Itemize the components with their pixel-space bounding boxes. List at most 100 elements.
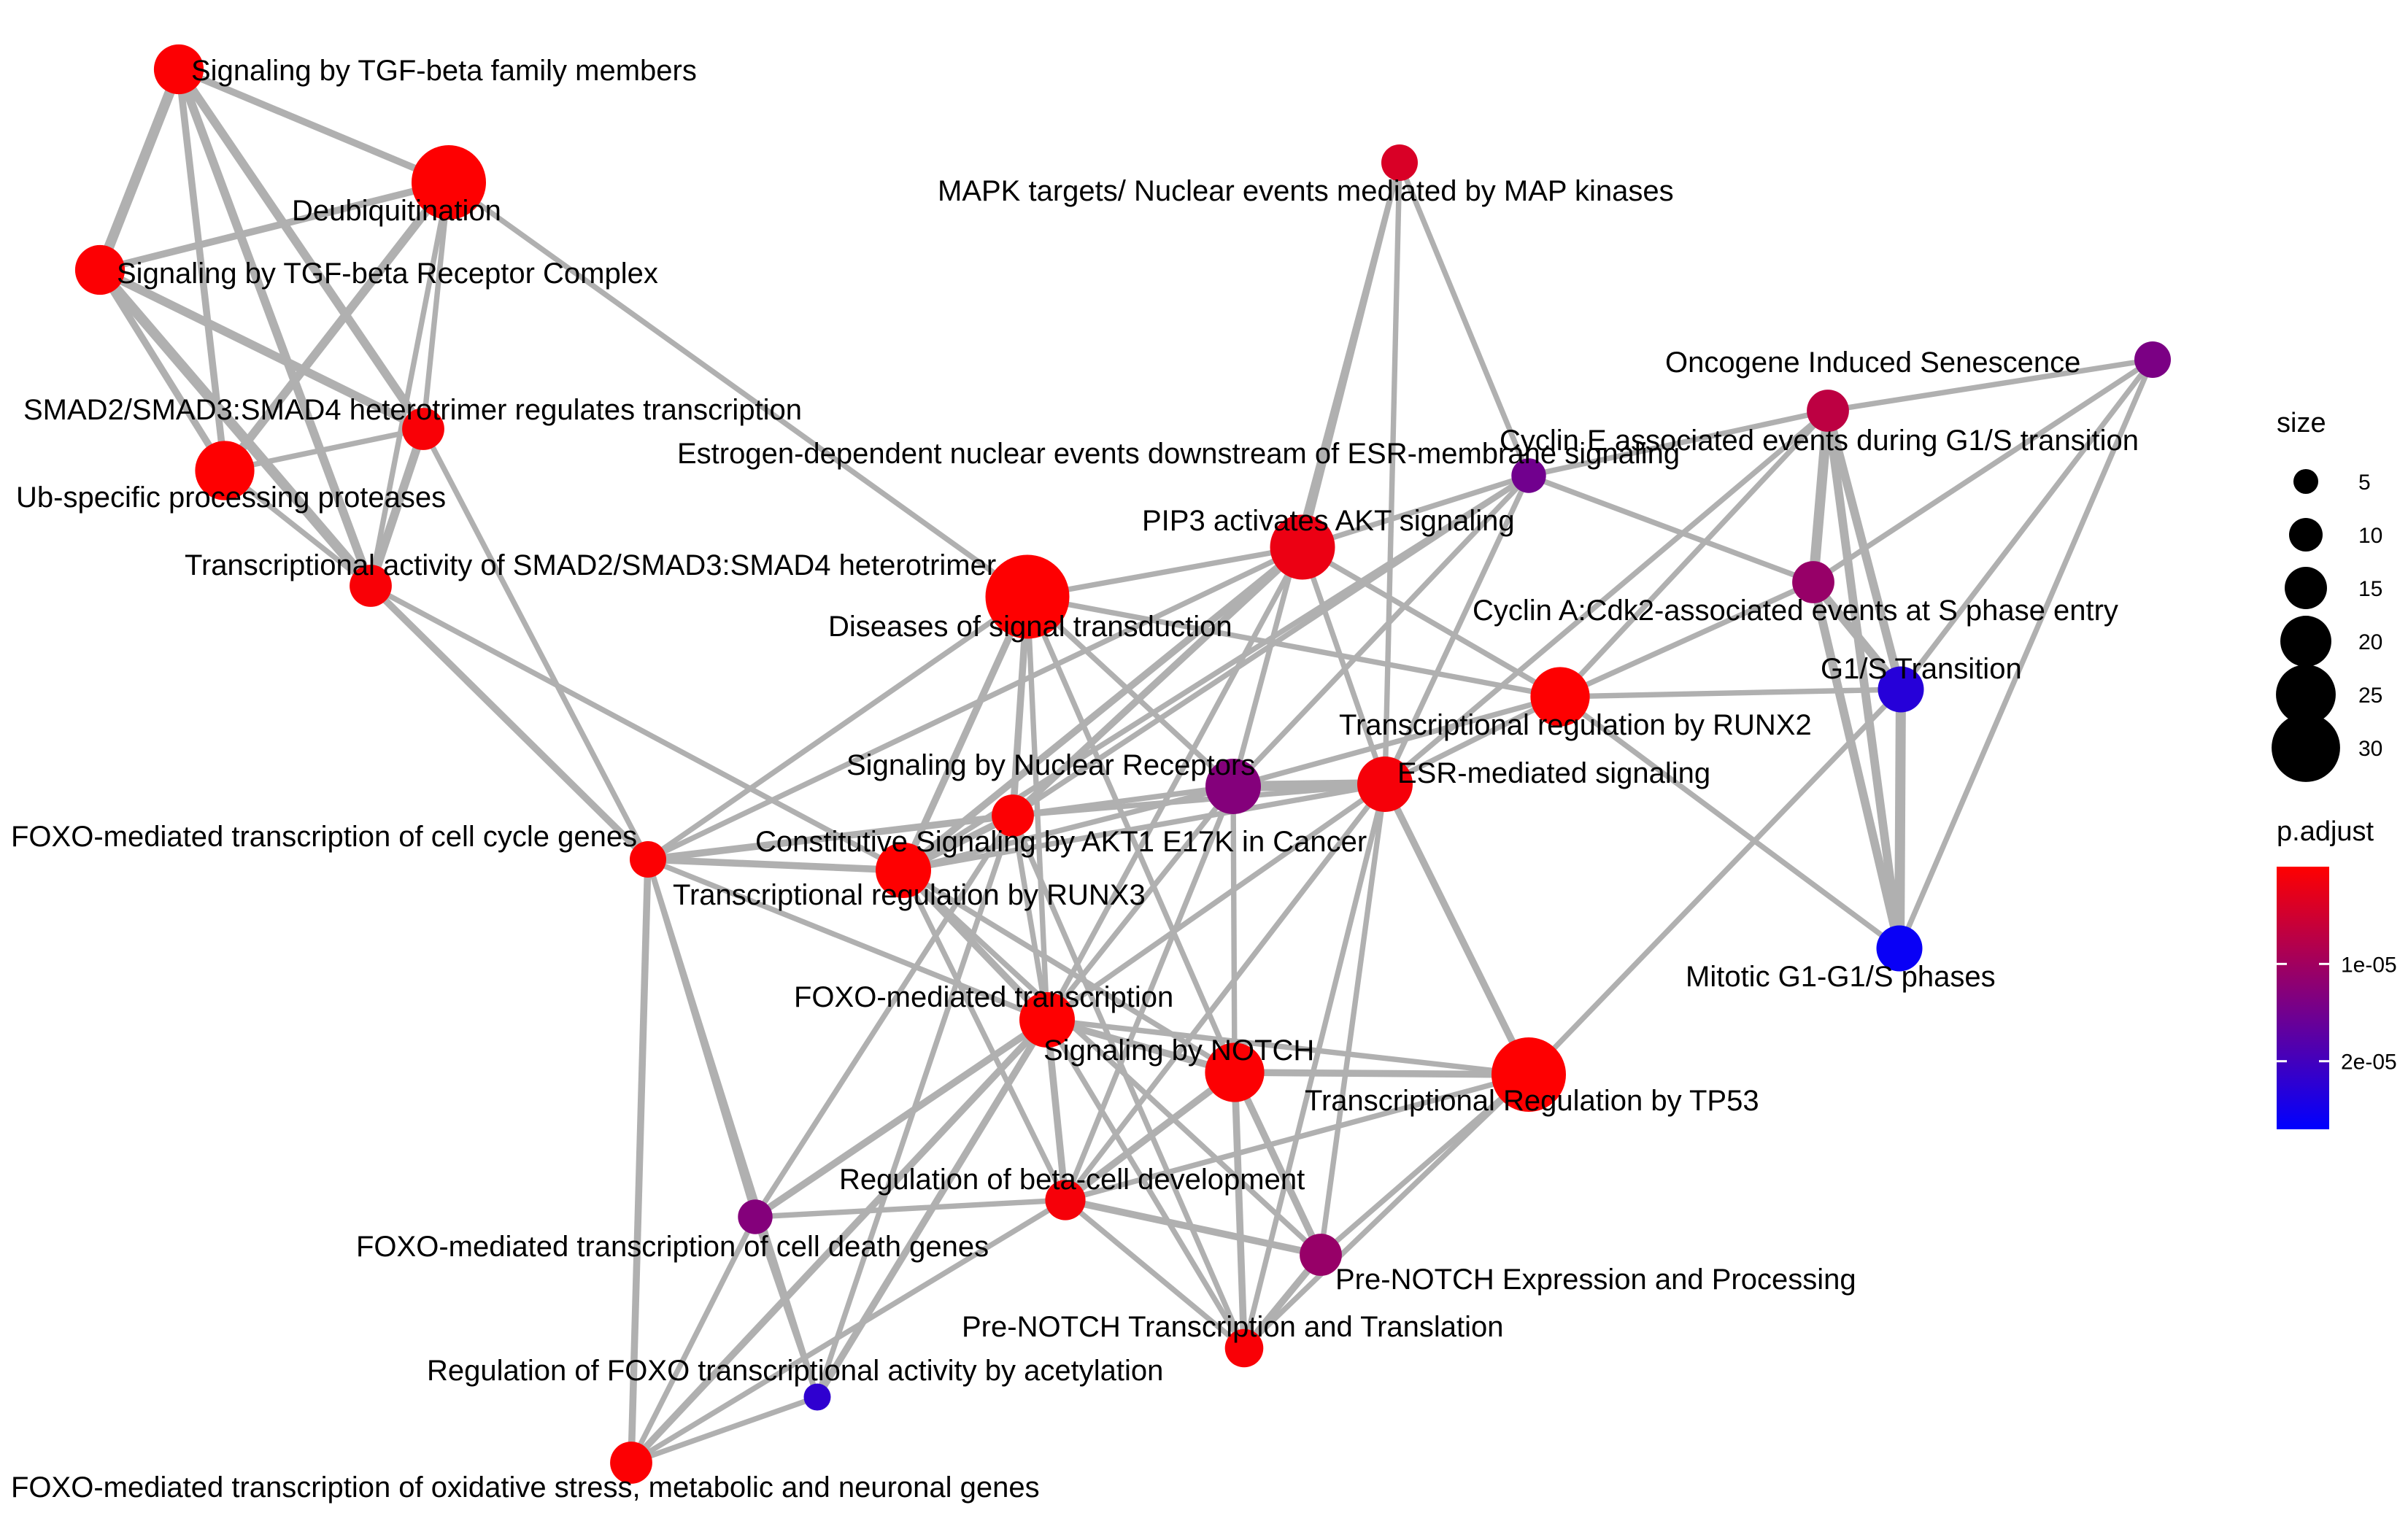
edge-pip3-foxo_cell_cycle [645,544,1305,862]
node-mitotic [1876,925,1923,972]
edge-beta_cell-foxo_death [752,1197,1068,1220]
node-notch [1205,1042,1265,1102]
edge-nuclear_receptors-foxo [1044,784,1236,1023]
edge-runx3-prenotch_expr [900,867,1324,1258]
size-legend-keys: 5 10 15 20 25 30 [2272,468,2382,782]
edge-beta_cell-foxo_oxidative [628,1197,1068,1466]
size-key-label: 5 [2358,471,2371,495]
edge-tp53-prenotch_trans [1241,1072,1532,1351]
edge-g1s-runx2 [1557,686,1904,700]
node-label-tgf_receptor: Signaling by TGF-beta Receptor Complex [117,258,658,290]
node-foxo_death [738,1199,773,1234]
node-runx2 [1530,667,1590,727]
color-legend-ticks: 1e-05 2e-05 [2277,953,2397,1075]
node-estrogen [1511,458,1546,493]
edge-pip3-esr [1300,544,1388,787]
node-oncogene [2134,341,2171,378]
size-key-label: 15 [2358,577,2382,601]
edge-esr-akt1 [1010,781,1388,819]
node-label-prenotch_trans: Pre-NOTCH Transcription and Translation [962,1311,1504,1343]
color-tick-label: 1e-05 [2341,953,2397,977]
edge-pip3-runx3 [900,543,1306,874]
edge-oncogene-cyclin_e [1825,357,2156,414]
edge-cyclin_a-g1s [1809,578,1905,694]
edge-diseases-nuclear_receptors [1024,594,1236,789]
color-tick-label: 2e-05 [2341,1051,2397,1075]
size-key-label: 10 [2358,524,2382,548]
node-tgf_family [153,44,204,95]
edge-smad_regulates-smad_activity [366,425,428,590]
node-label-notch: Signaling by NOTCH [1043,1034,1314,1067]
edge-mapk-estrogen [1397,160,1532,479]
node-tp53 [1492,1037,1566,1112]
node-label-foxo_cell_cycle: FOXO-mediated transcription of cell cycl… [11,821,637,853]
edge-mapk-nuclear_receptors [1230,160,1402,789]
edge-runx2-mitotic [1557,694,1902,951]
edge-beta_cell-prenotch_expr [1062,1196,1324,1258]
edge-beta_cell-prenotch_trans [1062,1197,1247,1351]
edge-smad_activity-runx3 [368,583,906,873]
edge-tgf_family-deubiq [175,66,452,186]
label-layer: Signaling by TGF-beta family members Deub… [11,55,2139,1504]
edge-akt1-foxo_cell_cycle [644,812,1016,863]
node-deubiq [412,145,486,220]
node-usp [195,441,255,500]
edge-mapk-esr [1382,160,1402,787]
node-label-foxo_oxidative: FOXO-mediated transcription of oxidative… [11,1471,1040,1504]
size-key-dot [2293,468,2319,495]
edge-oncogene-mitotic [1896,357,2156,951]
node-prenotch_expr [1300,1234,1342,1276]
edge-cyclin_a-mitotic [1809,578,1904,953]
node-label-akt1: Constitutive Signaling by AKT1 E17K in C… [755,826,1367,858]
edge-oncogene-cyclin_a [1810,357,2156,585]
node-cyclin_e [1807,390,1849,432]
node-label-oncogene: Oncogene Induced Senescence [1665,347,2080,379]
edge-cyclin_a-estrogen [1526,473,1816,585]
node-label-cyclin_a: Cyclin A:Cdk2-associated events at S pha… [1473,595,2118,627]
edge-layer [95,64,2156,1466]
node-g1s [1878,666,1924,713]
edge-notch-prenotch_expr [1231,1069,1324,1258]
node-diseases [985,554,1070,639]
edge-foxo_cell_cycle-runx3 [644,856,907,874]
node-runx3 [876,843,931,898]
edge-runx2-esr [1382,694,1563,787]
edge-deubiq-smad_regulates [420,179,452,432]
edge-esr-prenotch_expr [1318,781,1388,1258]
edge-foxo-tp53 [1044,1017,1532,1078]
node-smad_regulates [402,408,444,450]
edge-estrogen-nuclear_receptors [1230,473,1532,789]
node-nuclear_receptors [1205,759,1261,814]
edge-tgf_receptor-smad_regulates [96,266,428,433]
node-label-beta_cell: Regulation of beta-cell development [839,1164,1305,1196]
node-pip3 [1270,514,1335,580]
node-label-mapk: MAPK targets/ Nuclear events mediated by… [938,175,1674,207]
node-label-pip3: PIP3 activates AKT signaling [1142,505,1515,537]
node-foxo_cell_cycle [630,841,666,878]
node-akt1 [992,794,1034,837]
edge-esr-prenotch_trans [1241,781,1388,1351]
edge-g1s-mitotic [1894,684,1906,953]
edge-notch-prenotch_trans [1231,1069,1248,1352]
edge-esr-tp53 [1381,781,1532,1078]
node-label-prenotch_expr: Pre-NOTCH Expression and Processing [1335,1264,1856,1296]
node-label-cyclin_e: Cyclin E associated events during G1/S t… [1500,425,2139,457]
edge-foxo_acetyl-foxo_oxidative [628,1394,820,1466]
node-label-foxo: FOXO-mediated transcription [794,981,1173,1013]
color-legend-title: p.adjust [2277,816,2374,847]
node-label-foxo_death: FOXO-mediated transcription of cell deat… [356,1231,989,1263]
edge-tgf_receptor-smad_activity [95,265,376,591]
node-label-smad_regulates: SMAD2/SMAD3:SMAD4 heterotrimer regulates… [23,394,802,426]
node-foxo_oxidative [610,1442,652,1484]
edge-g1s-tp53 [1526,686,1904,1078]
node-esr [1357,757,1413,812]
edge-tgf_family-smad_regulates [174,65,428,433]
edge-deubiq-diseases [446,179,1030,600]
node-label-foxo_acetyl: Regulation of FOXO transcriptional activ… [427,1355,1163,1387]
edge-smad_regulates-usp [222,426,426,473]
edge-akt1-prenotch_trans [1010,813,1247,1351]
node-label-smad_activity: Transcriptional activity of SMAD2/SMAD3:… [185,549,996,581]
edge-tgf_family-smad_activity [174,65,375,590]
edge-usp-smad_activity [222,468,374,589]
size-key-dot [2280,616,2331,667]
